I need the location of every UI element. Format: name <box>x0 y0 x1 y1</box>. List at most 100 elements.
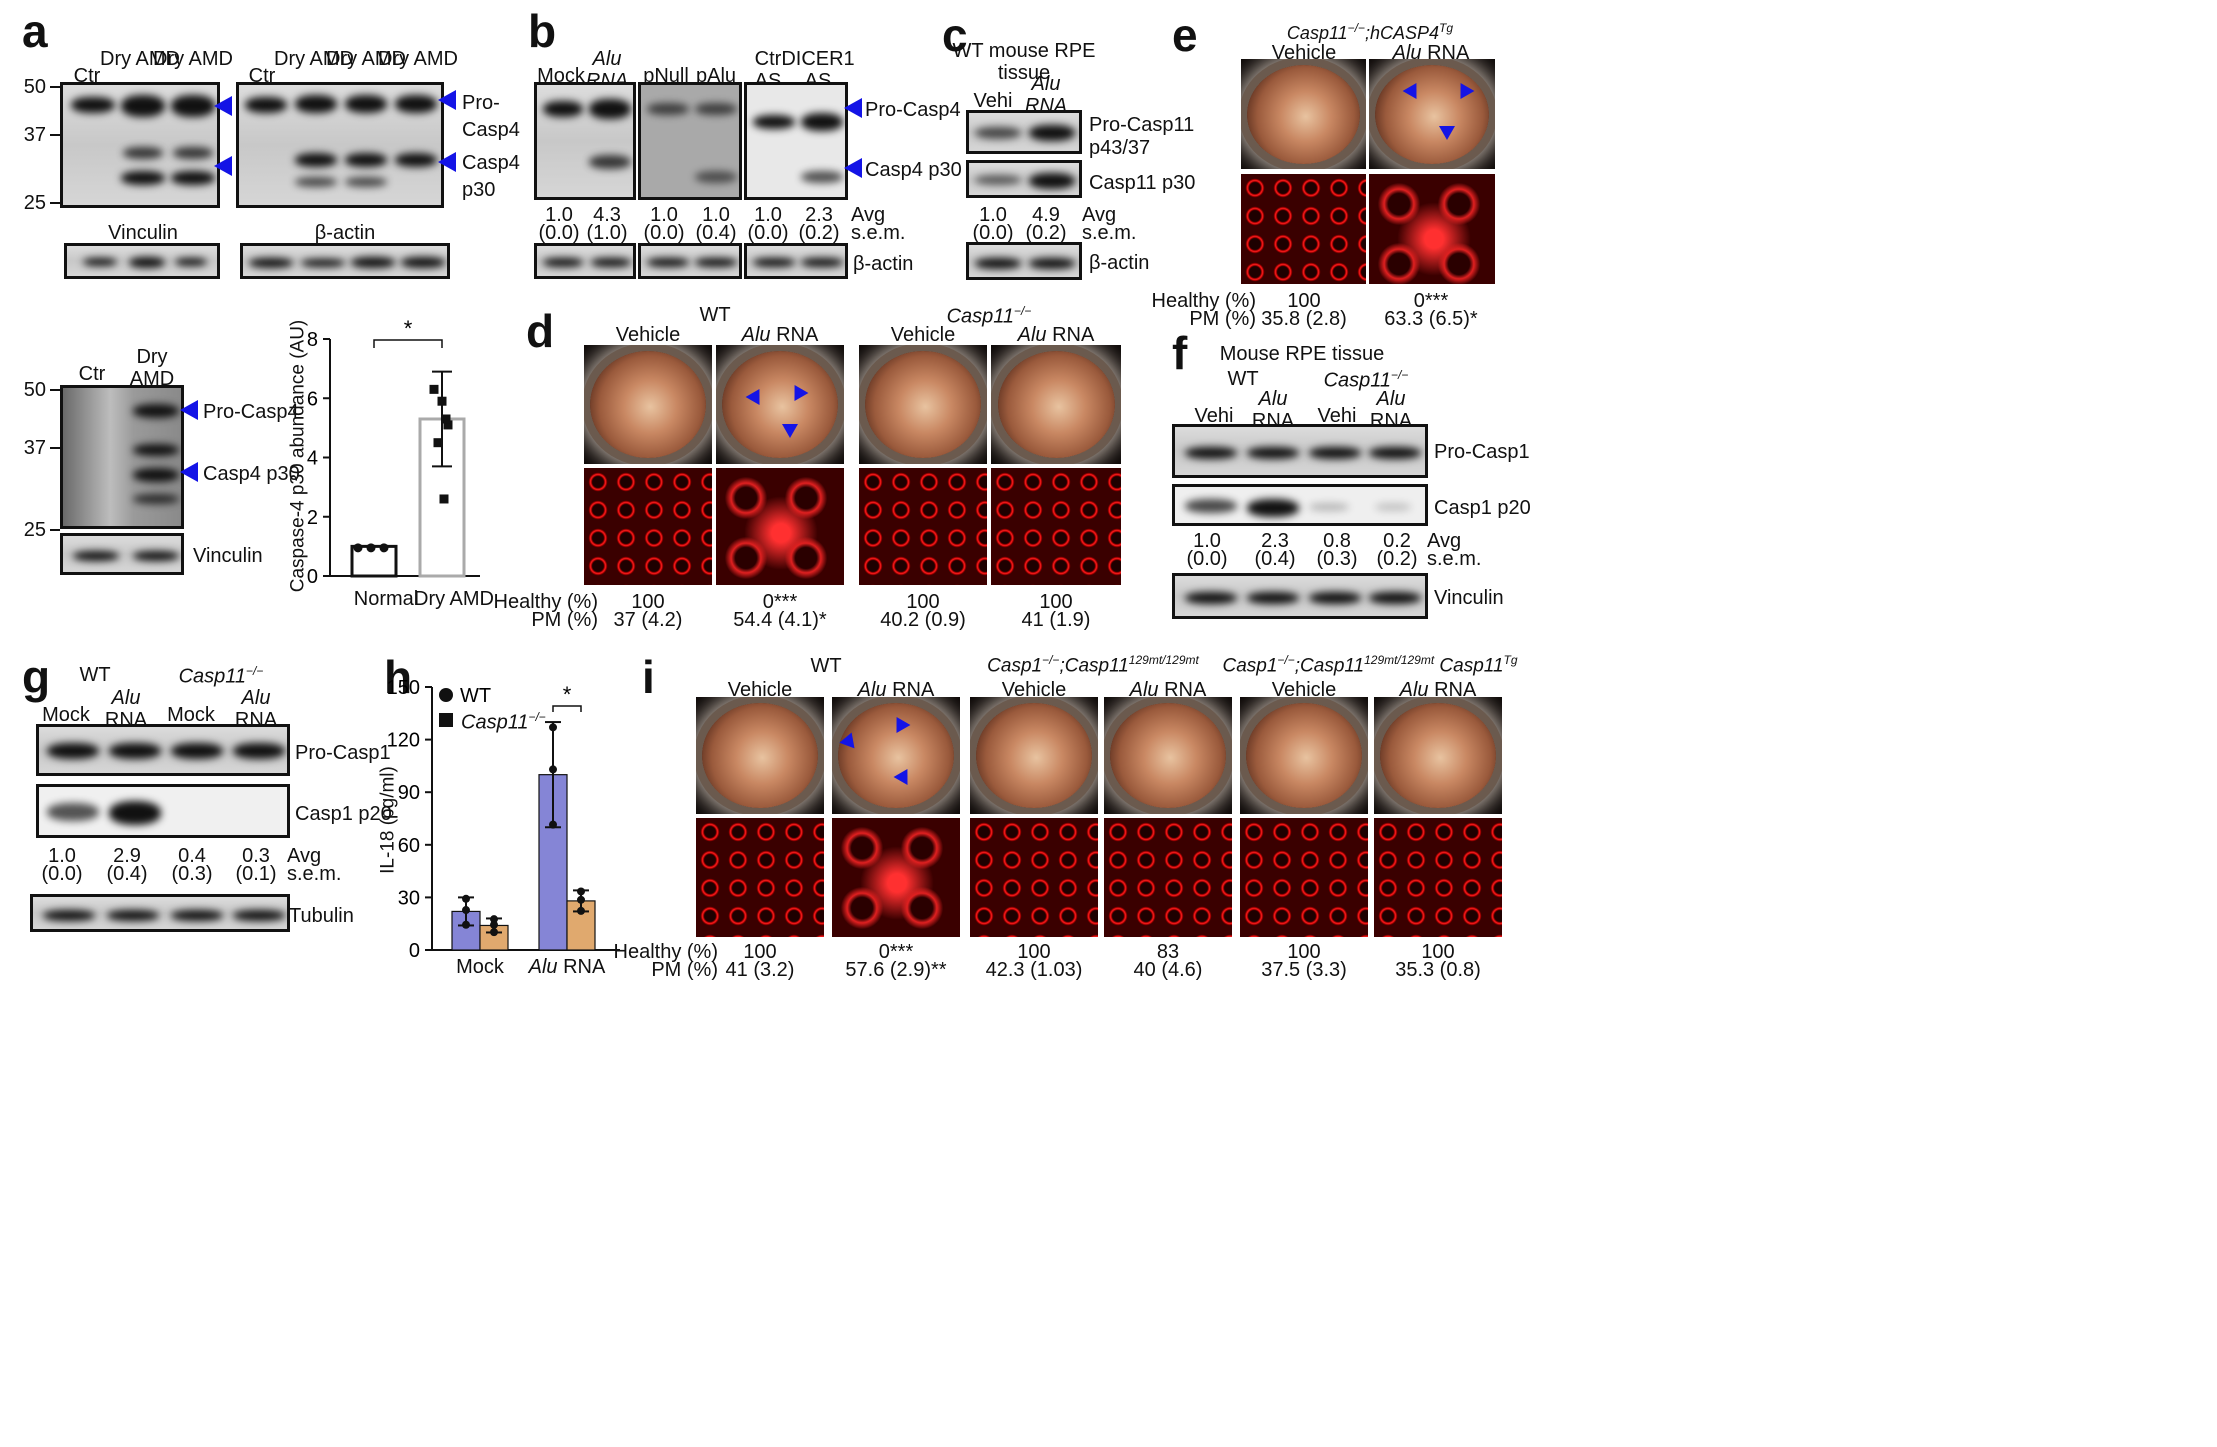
d-col-label: Alu RNA <box>1017 324 1095 346</box>
a3-lane-1: Ctr <box>78 363 106 385</box>
data-point <box>462 906 470 915</box>
a-blot-1 <box>60 82 220 208</box>
f-sem-value: (0.2) <box>1376 548 1418 570</box>
data-point <box>549 723 557 732</box>
a3-casp4-p30-label: Casp4 p30 <box>203 463 300 485</box>
i-pm-label: PM (%) <box>651 959 718 981</box>
i-col-label: Vehicle <box>1271 679 1337 701</box>
f-avg-value: 0.2 <box>1383 530 1411 552</box>
data-point <box>379 543 389 553</box>
i-pm-value: 37.5 (3.3) <box>1261 959 1347 981</box>
e-healthy-label: Healthy (%) <box>1151 290 1256 312</box>
g-casp1-p20-label: Casp1 p20 <box>295 803 392 825</box>
a2-lane-4: Dry AMD <box>378 48 458 70</box>
c-blot-2 <box>966 160 1082 198</box>
a2-arrow-top <box>438 90 456 110</box>
e-col-alu: Alu RNA <box>1392 42 1470 64</box>
a3-tick <box>50 529 60 531</box>
e-healthy-1: 100 <box>1287 290 1321 312</box>
b-sem-label: s.e.m. <box>851 222 906 244</box>
c-casp11-p30-label: Casp11 p30 <box>1089 172 1196 194</box>
a-lane-3: Dry AMD <box>153 48 233 70</box>
f-lane-1: Vehi <box>1194 405 1234 427</box>
panel-e-label: e <box>1172 9 1198 61</box>
legend-marker-casp11 <box>439 713 453 727</box>
a3-load-blot <box>60 533 184 575</box>
y-tick-label: 2 <box>307 507 318 529</box>
b-avg-value: 1.0 <box>545 204 573 226</box>
g-lane-3: Mock <box>167 704 215 726</box>
c-avg-2: 4.9 <box>1032 204 1060 226</box>
g-avg-value: 2.9 <box>113 845 141 867</box>
i-flatmount-image <box>832 818 960 937</box>
g-sem-label: s.e.m. <box>287 863 342 885</box>
f-group-casp11: Casp11−/− <box>1323 368 1409 392</box>
b-lane-4: pAlu <box>695 65 737 87</box>
b-sem-value: (0.0) <box>538 222 580 244</box>
a2-arrow-bottom <box>438 152 456 172</box>
e-genotype: Casp11−/−;hCASP4Tg <box>1286 21 1454 43</box>
b-avg-value: 4.3 <box>593 204 621 226</box>
data-point <box>577 895 585 904</box>
d-flatmount-image <box>991 468 1121 585</box>
i-fundus-image <box>696 697 824 814</box>
data-point <box>577 887 585 896</box>
f-avg-value: 2.3 <box>1261 530 1289 552</box>
a3-arrow-top <box>180 400 198 420</box>
a3-lane-2: Dry AMD <box>129 346 175 390</box>
d-col-label: Alu RNA <box>741 324 819 346</box>
d-flatmount-image <box>716 468 844 585</box>
d-fundus-image <box>859 345 987 464</box>
g-avg-value: 1.0 <box>48 845 76 867</box>
b-sem-value: (1.0) <box>586 222 628 244</box>
f-load-blot <box>1172 573 1428 619</box>
b-arrow-top <box>844 98 862 118</box>
data-point <box>549 820 557 829</box>
h-legend-casp11: Casp11−/− <box>461 710 546 734</box>
y-tick-label: 4 <box>307 448 318 470</box>
a-chart-cat-normal: Normal <box>353 588 419 610</box>
b-avg-value: 1.0 <box>650 204 678 226</box>
y-tick-label: 30 <box>398 887 420 909</box>
g-load-blot <box>30 894 290 932</box>
data-point <box>490 928 498 937</box>
i-fundus-image <box>970 697 1098 814</box>
panel-g-label: g <box>22 651 51 703</box>
b-arrow-bottom <box>844 158 862 178</box>
g-sem-value: (0.1) <box>235 863 277 885</box>
a-load-blot-2 <box>240 243 450 279</box>
i-healthy-value: 100 <box>743 941 777 963</box>
i-col-label: Alu RNA <box>1399 679 1477 701</box>
g-avg-value: 0.4 <box>178 845 206 867</box>
d-flatmount-image <box>584 468 712 585</box>
i-flatmount-image <box>1240 818 1368 937</box>
e-pm-label: PM (%) <box>1189 308 1256 330</box>
data-point <box>366 543 376 553</box>
e-fundus-vehicle <box>1241 59 1366 169</box>
c-avg-label: Avg <box>1082 204 1117 226</box>
c-lane-1: Vehi <box>973 90 1013 112</box>
a-caspase4-chart: 0 2 4 6 8 * <box>307 316 480 588</box>
c-sem-2: (0.2) <box>1025 222 1067 244</box>
a-mw-50: 50 <box>23 76 46 98</box>
i-group-3: Casp1−/−;Casp11129mt/129mt Casp11Tg <box>1222 653 1518 677</box>
a3-mw-37: 37 <box>23 437 46 459</box>
b-casp4-p30-label: Casp4 p30 <box>865 159 962 181</box>
i-pm-value: 42.3 (1.03) <box>985 959 1083 981</box>
data-point <box>441 414 451 424</box>
a-tick <box>50 134 60 136</box>
f-vinculin-label: Vinculin <box>1434 587 1504 609</box>
i-col-label: Vehicle <box>727 679 793 701</box>
f-sem-value: (0.3) <box>1316 548 1358 570</box>
y-tick-label: 8 <box>307 329 318 351</box>
panel-h-label: h <box>384 651 413 703</box>
g-sem-value: (0.3) <box>171 863 213 885</box>
b-avg-value: 1.0 <box>754 204 782 226</box>
g-group-wt: WT <box>79 664 111 686</box>
g-sem-value: (0.0) <box>41 863 83 885</box>
d-healthy-value: 100 <box>1039 591 1073 613</box>
d-fundus-image <box>991 345 1121 464</box>
data-point <box>439 494 449 504</box>
g-tubulin-label: Tubulin <box>289 905 354 927</box>
i-col-label: Alu RNA <box>857 679 935 701</box>
